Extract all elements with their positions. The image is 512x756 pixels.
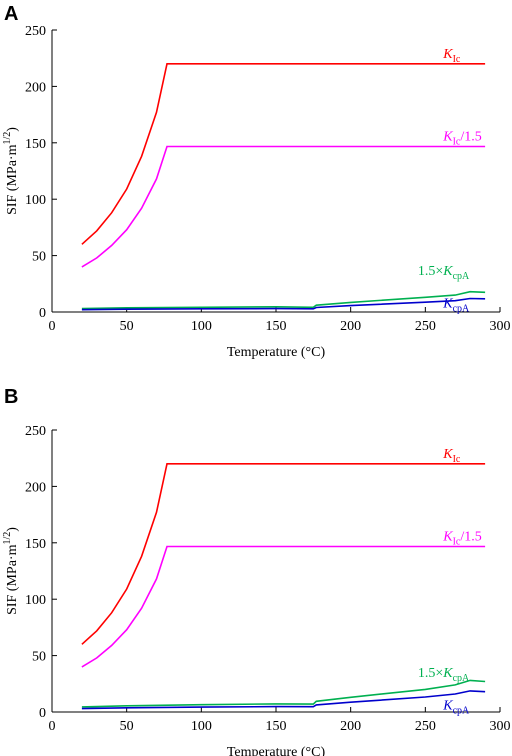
y-tick-label: 200 <box>25 480 46 495</box>
y-axis-label: SIF (MPa·m1/2) <box>2 527 20 615</box>
y-tick-label: 250 <box>25 424 46 439</box>
series-line-kic15 <box>81 145 486 268</box>
x-axis-label: Temperature (°C) <box>227 345 326 360</box>
y-tick-label: 0 <box>39 706 46 721</box>
series-line-kic <box>81 462 486 645</box>
x-tick-label: 300 <box>490 319 511 334</box>
chart-panel-b: B 0 50 100 150 200 250 300 0 50 100 150 200 250 Temper… <box>2 386 511 756</box>
x-tick-label: 0 <box>49 719 56 734</box>
x-tick-label: 100 <box>191 719 212 734</box>
x-tick-label: 100 <box>191 319 212 334</box>
y-tick-label: 50 <box>32 250 46 265</box>
series-line-kic15 <box>81 545 486 668</box>
x-tick-label: 300 <box>490 719 511 734</box>
y-tick-label: 50 <box>32 650 46 665</box>
series-line-kcpa <box>81 690 486 710</box>
y-tick-label: 150 <box>25 537 46 552</box>
x-tick-label: 250 <box>415 319 436 334</box>
series-line-k15 <box>81 290 486 310</box>
panel-label: A <box>4 3 18 25</box>
series-label-kic15: KIc/1.5 <box>442 130 482 148</box>
y-axis-label: SIF (MPa·m1/2) <box>2 127 20 215</box>
y-tick-label: 100 <box>25 193 46 208</box>
series-label-k15: 1.5×KcpA <box>418 666 470 684</box>
y-tick-label: 200 <box>25 80 46 95</box>
x-tick-label: 200 <box>340 319 361 334</box>
x-tick-label: 150 <box>266 319 287 334</box>
series-label-kic15: KIc/1.5 <box>442 530 482 548</box>
panel-label: B <box>4 386 18 408</box>
y-tick-label: 0 <box>39 306 46 321</box>
series-label-kic: KIc <box>442 447 461 465</box>
x-tick-label: 50 <box>120 719 134 734</box>
series-label-kic: KIc <box>442 47 461 65</box>
x-tick-label: 50 <box>120 319 134 334</box>
chart-panel-a: A 0 50 100 150 200 250 300 0 50 100 150 200 250 Temper… <box>2 3 511 360</box>
series-label-kcpa: KcpA <box>442 296 470 314</box>
y-tick-label: 100 <box>25 593 46 608</box>
x-tick-label: 150 <box>266 719 287 734</box>
x-tick-label: 200 <box>340 719 361 734</box>
x-tick-label: 250 <box>415 719 436 734</box>
series-label-k15: 1.5×KcpA <box>418 264 470 282</box>
x-tick-label: 0 <box>49 319 56 334</box>
y-tick-label: 150 <box>25 137 46 152</box>
series-line-k15 <box>81 679 486 708</box>
series-line-kic <box>81 62 486 245</box>
y-tick-label: 250 <box>25 24 46 39</box>
x-axis-label: Temperature (°C) <box>227 745 326 756</box>
series-label-kcpa: KcpA <box>442 699 470 717</box>
series-line-kcpa <box>81 297 486 311</box>
